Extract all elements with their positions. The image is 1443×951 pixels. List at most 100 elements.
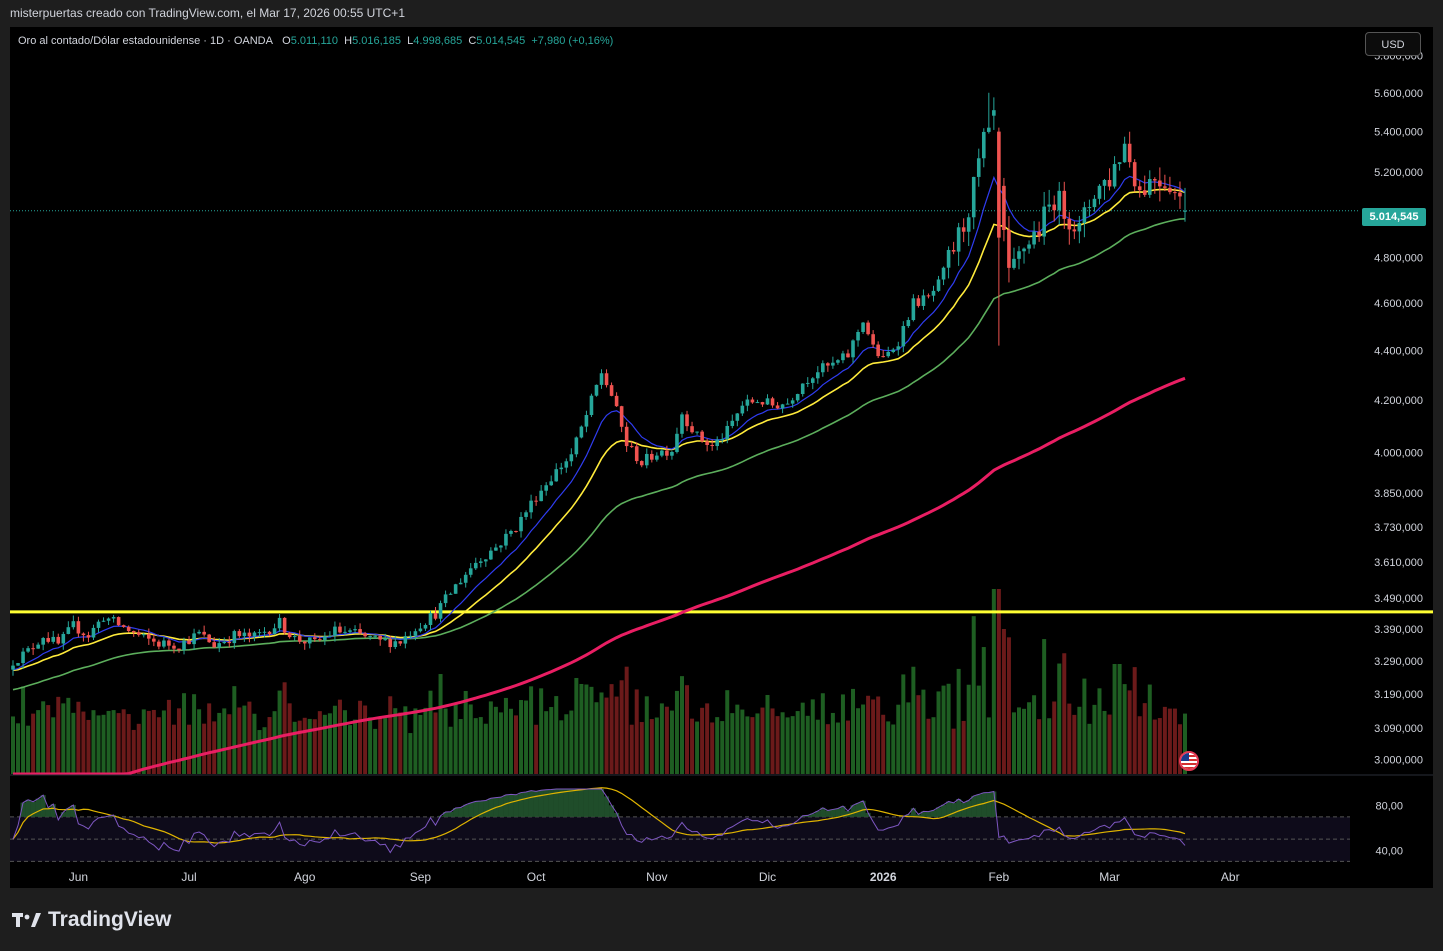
volume-bar xyxy=(76,701,81,774)
candle-body xyxy=(423,624,428,629)
volume-bar xyxy=(453,704,458,774)
volume-bar xyxy=(1152,719,1157,774)
candle-body xyxy=(489,550,493,560)
volume-bar xyxy=(966,684,971,774)
candle-body xyxy=(282,617,287,633)
volume-bar xyxy=(131,729,136,774)
volume-bar xyxy=(1037,719,1042,774)
candle-body xyxy=(76,621,81,634)
volume-bar xyxy=(991,589,996,774)
candle-body xyxy=(519,516,523,532)
candle-body xyxy=(655,455,659,460)
candle-body xyxy=(886,351,891,357)
candle-body xyxy=(810,378,815,383)
volume-bar xyxy=(398,712,403,774)
candle-body xyxy=(956,227,961,252)
volume-bar xyxy=(56,696,61,774)
candle-body xyxy=(388,639,393,648)
volume-bar xyxy=(911,666,916,774)
volume-bar xyxy=(222,708,227,774)
price-tick-label: 3.610,000 xyxy=(1374,557,1423,569)
volume-bar xyxy=(825,724,830,774)
price-tick-label: 4.600,000 xyxy=(1374,298,1423,310)
candle-body xyxy=(458,582,463,585)
volume-bar xyxy=(1172,708,1177,774)
volume-bar xyxy=(1142,703,1147,774)
volume-bar xyxy=(760,707,765,774)
candle-body xyxy=(468,568,473,575)
candle-body xyxy=(473,562,478,569)
volume-bar xyxy=(840,694,845,774)
volume-bar xyxy=(151,709,156,774)
price-chart[interactable]: 5.800,0005.600,0005.400,0005.200,0004.80… xyxy=(10,27,1433,888)
candle-body xyxy=(1042,206,1046,237)
candle-body xyxy=(313,637,317,640)
volume-bar xyxy=(1182,713,1187,774)
volume-bar xyxy=(358,700,363,774)
volume-bar xyxy=(16,723,21,774)
candle-body xyxy=(131,631,136,633)
candle-body xyxy=(856,331,860,341)
candle-body xyxy=(338,626,342,633)
candle-body xyxy=(725,425,730,440)
volume-bar xyxy=(851,688,856,774)
volume-bar xyxy=(906,702,911,774)
chart-area[interactable]: 5.800,0005.600,0005.400,0005.200,0004.80… xyxy=(10,27,1433,888)
candle-body xyxy=(393,641,398,648)
candle-body xyxy=(1112,164,1117,187)
candle-body xyxy=(252,632,257,637)
open-label: O xyxy=(282,35,291,47)
currency-button[interactable]: USD xyxy=(1365,32,1421,56)
volume-bar xyxy=(443,708,448,774)
candle-body xyxy=(780,404,785,409)
candle-body xyxy=(634,446,639,462)
candle-body xyxy=(1082,207,1087,224)
volume-bar xyxy=(845,720,850,774)
volume-bar xyxy=(1177,724,1182,774)
candle-body xyxy=(1158,180,1162,187)
rsi-overbought-fill xyxy=(20,789,997,817)
volume-bar xyxy=(674,690,679,774)
volume-bar xyxy=(262,727,267,774)
volume-bar xyxy=(418,714,423,774)
candle-body xyxy=(187,640,191,645)
volume-bar xyxy=(1011,712,1016,774)
time-tick-label: Jul xyxy=(181,870,196,884)
candle-body xyxy=(841,353,845,361)
volume-bar xyxy=(941,685,946,774)
tradingview-logo[interactable]: TradingView xyxy=(12,908,171,932)
candle-body xyxy=(579,426,584,438)
volume-bar xyxy=(1122,684,1127,774)
candle-body xyxy=(373,635,377,637)
candle-body xyxy=(619,406,624,427)
candle-body xyxy=(363,633,367,637)
candle-body xyxy=(1122,143,1127,163)
volume-bar xyxy=(871,699,876,774)
volume-bar xyxy=(247,701,252,774)
volume-bar xyxy=(433,712,438,774)
last-price-badge: 5.014,545 xyxy=(1362,208,1426,226)
volume-bar xyxy=(835,722,840,774)
volume-bar xyxy=(529,686,534,774)
price-tick-label: 5.400,000 xyxy=(1374,127,1423,139)
candle-body xyxy=(91,627,96,638)
volume-bar xyxy=(881,714,886,774)
volume-bar xyxy=(141,709,146,774)
candle-body xyxy=(111,617,116,619)
candle-body xyxy=(941,267,946,280)
volume-bar xyxy=(463,690,468,774)
volume-bar xyxy=(468,704,473,774)
candle-body xyxy=(1012,258,1016,268)
volume-bar xyxy=(901,674,906,774)
us-flag-icon[interactable] xyxy=(1179,751,1199,771)
volume-bar xyxy=(876,696,881,774)
candle-body xyxy=(267,631,272,635)
candle-body xyxy=(871,334,875,345)
candle-body xyxy=(529,500,533,513)
candle-body xyxy=(936,279,941,291)
volume-bar xyxy=(322,714,327,774)
candle-body xyxy=(157,641,161,647)
volume-bar xyxy=(886,721,891,774)
volume-bar xyxy=(503,697,508,774)
candle-body xyxy=(685,414,689,427)
